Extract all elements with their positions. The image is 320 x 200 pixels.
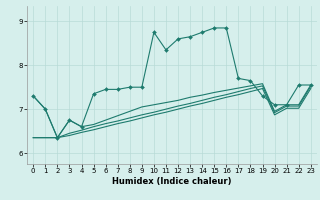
X-axis label: Humidex (Indice chaleur): Humidex (Indice chaleur) xyxy=(112,177,232,186)
